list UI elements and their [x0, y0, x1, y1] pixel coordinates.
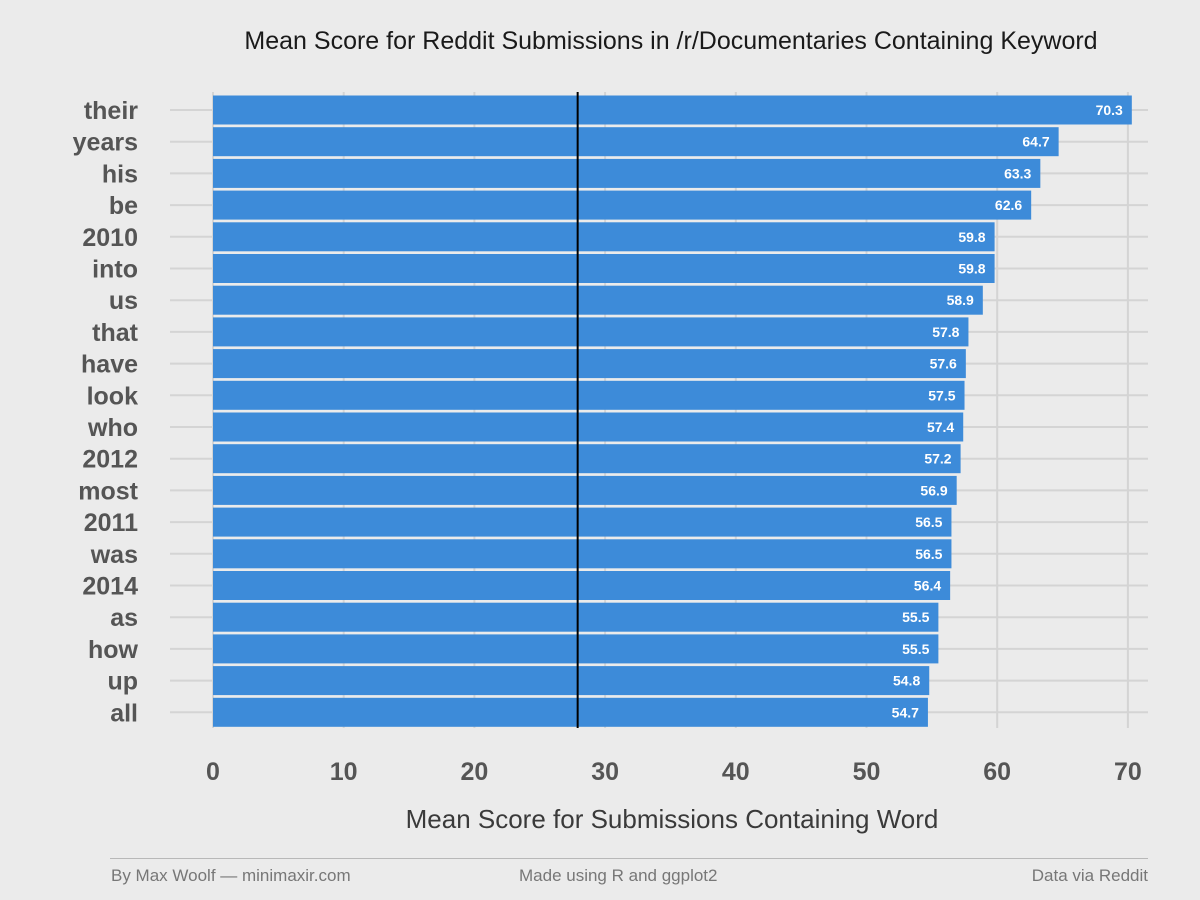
category-label: was [90, 541, 138, 569]
category-label: us [109, 287, 138, 315]
category-label: 2010 [82, 224, 138, 252]
category-label: into [92, 256, 138, 284]
category-label: 2012 [82, 446, 138, 474]
category-label: 2011 [84, 509, 138, 537]
bar [213, 412, 964, 442]
x-tick-label: 10 [330, 758, 358, 786]
x-tick-label: 40 [722, 758, 750, 786]
bar [213, 571, 951, 600]
bar-value-label: 56.4 [914, 578, 941, 594]
bar [213, 444, 961, 474]
category-label: who [87, 414, 138, 442]
category-label: their [84, 97, 138, 125]
bar-value-label: 59.8 [958, 229, 985, 245]
bar [213, 634, 939, 664]
footer-author: By Max Woolf — minimaxir.com [111, 866, 351, 885]
bar [213, 222, 995, 252]
x-tick-label: 20 [460, 758, 488, 786]
x-tick-label: 60 [983, 758, 1011, 786]
bar [213, 507, 952, 537]
bar [213, 95, 1132, 125]
category-label: as [110, 604, 138, 632]
bar-value-label: 57.5 [928, 387, 955, 403]
bar [213, 697, 928, 727]
bar [213, 380, 965, 410]
bar-value-label: 70.3 [1096, 102, 1123, 118]
bar [213, 190, 1032, 220]
bar [213, 158, 1041, 188]
category-label: be [109, 192, 138, 220]
category-label: that [92, 319, 139, 347]
bar [213, 285, 983, 315]
x-tick-label: 70 [1114, 758, 1142, 786]
bar-value-label: 54.7 [892, 704, 919, 720]
category-label: have [81, 351, 138, 379]
bar-value-label: 55.5 [902, 641, 929, 657]
bar [213, 602, 939, 632]
bar [213, 317, 969, 347]
bar-value-label: 59.8 [958, 261, 985, 277]
category-label: years [73, 129, 138, 157]
footer-tooling: Made using R and ggplot2 [519, 866, 718, 885]
category-label: all [110, 699, 138, 727]
bar-value-label: 64.7 [1022, 134, 1049, 150]
bar-value-label: 57.6 [930, 356, 957, 372]
bar-value-label: 54.8 [893, 673, 920, 689]
footer-divider [110, 858, 1148, 859]
category-label: how [88, 636, 139, 664]
bar-value-label: 62.6 [995, 197, 1022, 213]
bar-value-label: 57.8 [932, 324, 959, 340]
bar [213, 475, 957, 505]
chart-title: Mean Score for Reddit Submissions in /r/… [244, 27, 1098, 55]
bar-value-label: 57.4 [927, 419, 954, 435]
footer-source: Data via Reddit [1031, 866, 1148, 885]
category-label: most [78, 477, 138, 505]
bars: 70.3 64.7 63.3 62.6 59.8 59.8 58.9 57.8 57.6 57.5… [213, 95, 1132, 727]
bar-value-label: 57.2 [924, 451, 951, 467]
x-tick-label: 0 [206, 758, 220, 786]
category-label: up [107, 668, 138, 696]
bar-value-label: 56.5 [915, 546, 942, 562]
bar-value-label: 56.9 [920, 482, 947, 498]
bar-value-label: 58.9 [947, 292, 974, 308]
category-label: his [102, 160, 138, 188]
bar [213, 254, 995, 283]
bar [213, 349, 966, 379]
bar [213, 127, 1059, 157]
x-tick-label: 50 [853, 758, 881, 786]
x-tick-label: 30 [591, 758, 619, 786]
bar-value-label: 56.5 [915, 514, 942, 530]
bar-value-label: 63.3 [1004, 165, 1031, 181]
bar-value-label: 55.5 [902, 609, 929, 625]
bar [213, 666, 930, 696]
x-axis-title: Mean Score for Submissions Containing Wo… [405, 804, 939, 834]
x-tick-labels: 0 10 20 30 40 50 60 70 [206, 758, 1142, 786]
category-label: look [87, 382, 138, 410]
bar [213, 539, 952, 569]
category-labels: their years his be 2010 into us that have look who… [73, 97, 139, 727]
category-label: 2014 [82, 573, 138, 601]
